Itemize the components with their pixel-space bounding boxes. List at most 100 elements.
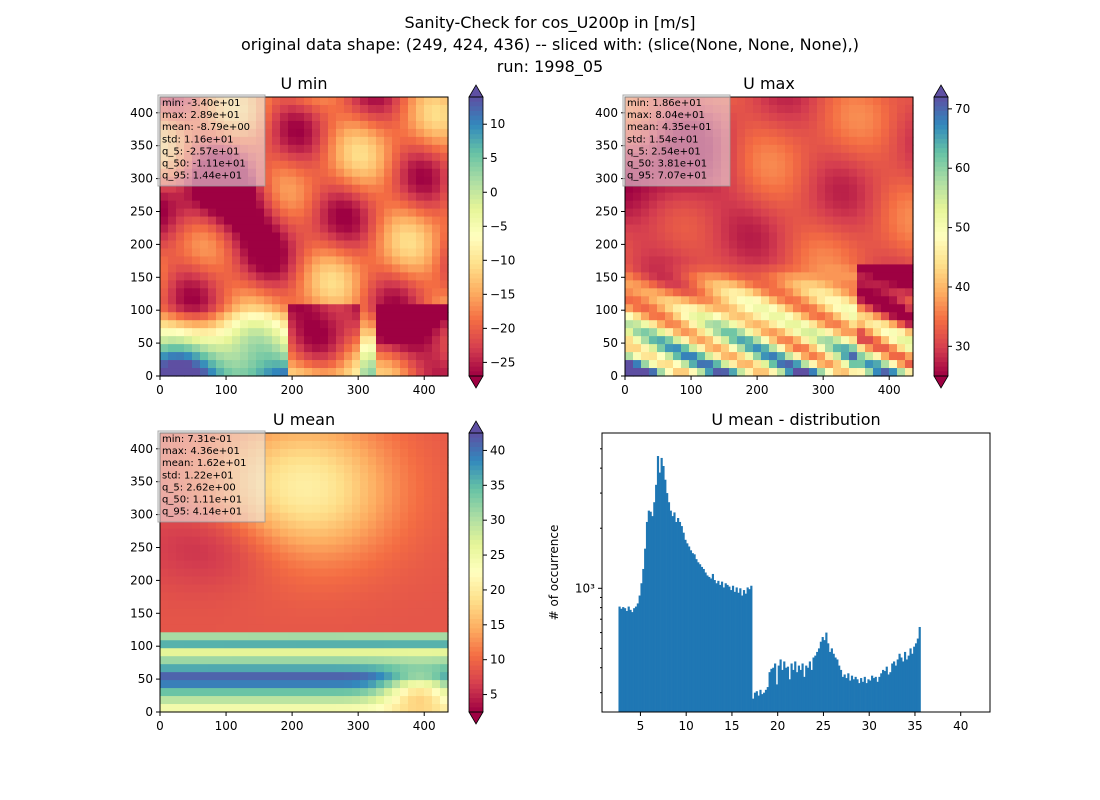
heatmap-cell bbox=[777, 344, 786, 353]
heatmap-cell bbox=[809, 208, 818, 218]
heatmap-cell bbox=[865, 360, 874, 369]
heatmap-cell bbox=[384, 656, 393, 665]
heatmap-cell bbox=[392, 112, 401, 122]
heatmap-cell bbox=[280, 528, 289, 538]
heatmap-cell bbox=[208, 272, 217, 281]
figure-title-line2: original data shape: (249, 424, 436) -- … bbox=[241, 35, 859, 54]
heatmap-cell bbox=[264, 344, 273, 353]
heatmap-cell bbox=[320, 656, 329, 665]
heatmap-cell bbox=[769, 224, 778, 234]
heatmap-cell bbox=[416, 208, 425, 218]
heatmap-cell bbox=[416, 696, 425, 705]
heatmap-cell bbox=[801, 248, 810, 258]
heatmap-cell bbox=[168, 272, 177, 281]
colorbar-segment bbox=[469, 684, 483, 690]
heatmap-cell bbox=[288, 640, 297, 649]
heatmap-cell bbox=[208, 536, 217, 546]
heatmap-cell bbox=[280, 648, 289, 657]
heatmap-cell bbox=[905, 312, 914, 321]
heatmap-cell bbox=[705, 304, 714, 313]
heatmap-cell bbox=[312, 688, 321, 697]
heatmap-cell bbox=[168, 352, 177, 361]
heatmap-cell bbox=[288, 272, 297, 281]
heatmap-cell bbox=[248, 184, 257, 194]
heatmap-cell bbox=[737, 296, 746, 305]
colorbar-segment bbox=[469, 470, 483, 476]
histogram-bar bbox=[777, 665, 780, 712]
heatmap-cell bbox=[721, 224, 730, 234]
colorbar-segment bbox=[469, 315, 483, 321]
heatmap-cell bbox=[801, 304, 810, 313]
heatmap-cell bbox=[296, 128, 305, 138]
heatmap-cell bbox=[176, 560, 185, 570]
heatmap-cell bbox=[376, 160, 385, 170]
heatmap-cell bbox=[905, 248, 914, 258]
heatmap-cell bbox=[256, 616, 265, 625]
heatmap-cell bbox=[761, 168, 770, 178]
histogram-bar bbox=[746, 587, 749, 712]
heatmap-cell bbox=[689, 344, 698, 353]
heatmap-cell bbox=[392, 216, 401, 226]
heatmap-cell bbox=[625, 224, 634, 234]
heatmap-cell bbox=[761, 328, 770, 337]
histogram-bar bbox=[775, 684, 779, 712]
heatmap-cell bbox=[336, 632, 345, 641]
heatmap-cell bbox=[753, 288, 762, 297]
colorbar-segment bbox=[469, 549, 483, 555]
heatmap-cell bbox=[312, 616, 321, 625]
heatmap-cell bbox=[881, 152, 890, 162]
histogram-bar bbox=[633, 608, 636, 712]
histogram-bar bbox=[872, 678, 876, 712]
heatmap-cell bbox=[633, 360, 642, 369]
colorbar-segment bbox=[469, 628, 483, 634]
heatmap-cell bbox=[905, 104, 914, 114]
heatmap-cell bbox=[809, 272, 818, 281]
heatmap-cell bbox=[336, 624, 345, 633]
heatmap-cell bbox=[849, 112, 858, 122]
heatmap-cell bbox=[785, 128, 794, 138]
heatmap-cell bbox=[633, 200, 642, 210]
heatmap-cell bbox=[761, 192, 770, 202]
heatmap-cell bbox=[344, 296, 353, 305]
heatmap-cell bbox=[737, 288, 746, 297]
colorbar-segment bbox=[934, 110, 948, 117]
heatmap-cell bbox=[232, 264, 241, 273]
heatmap-cell bbox=[200, 608, 209, 617]
heatmap-cell bbox=[761, 280, 770, 289]
heatmap-cell bbox=[296, 320, 305, 329]
heatmap-cell bbox=[400, 480, 409, 490]
heatmap-cell bbox=[408, 576, 417, 586]
heatmap-cell bbox=[352, 568, 361, 578]
heatmap-cell bbox=[416, 280, 425, 289]
heatmap-cell bbox=[801, 184, 810, 194]
heatmap-cell bbox=[184, 584, 193, 594]
heatmap-cell bbox=[440, 184, 449, 194]
heatmap-cell bbox=[889, 144, 898, 154]
histogram-bar bbox=[825, 632, 828, 712]
heatmap-cell bbox=[168, 216, 177, 226]
heatmap-cell bbox=[384, 232, 393, 242]
heatmap-cell bbox=[440, 624, 449, 633]
histogram-bar bbox=[860, 678, 863, 712]
heatmap-cell bbox=[248, 216, 257, 226]
stats-line: q_50: 1.11e+01 bbox=[162, 495, 242, 506]
heatmap-cell bbox=[160, 624, 169, 633]
heatmap-cell bbox=[184, 624, 193, 633]
colorbar-tick-label: 50 bbox=[955, 221, 970, 235]
heatmap-cell bbox=[328, 328, 337, 337]
heatmap-cell bbox=[352, 672, 361, 681]
heatmap-cell bbox=[753, 224, 762, 234]
heatmap-cell bbox=[897, 192, 906, 202]
heatmap-cell bbox=[200, 280, 209, 289]
heatmap-cell bbox=[296, 224, 305, 234]
heatmap-cell bbox=[625, 344, 634, 353]
heatmap-cell bbox=[440, 264, 449, 273]
heatmap-cell bbox=[817, 104, 826, 114]
heatmap-cell bbox=[216, 528, 225, 538]
heatmap-cell bbox=[833, 160, 842, 170]
heatmap-cell bbox=[673, 208, 682, 218]
heatmap-cell bbox=[376, 352, 385, 361]
heatmap-cell bbox=[168, 688, 177, 697]
heatmap-cell bbox=[352, 552, 361, 562]
heatmap-cell bbox=[280, 608, 289, 617]
